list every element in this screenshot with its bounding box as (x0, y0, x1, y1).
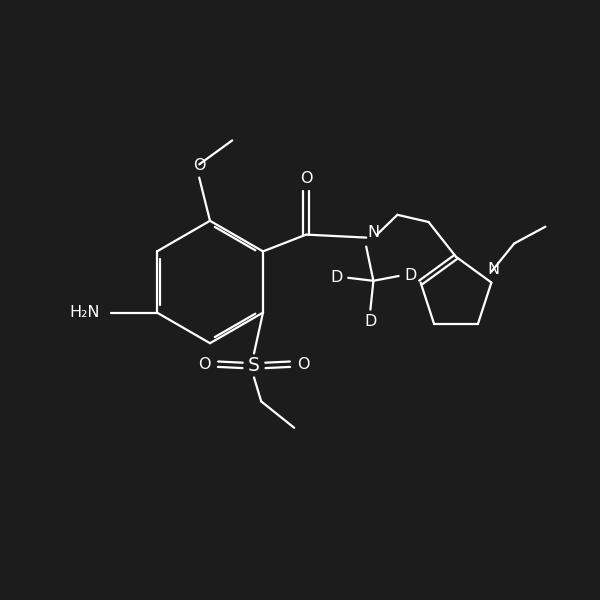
Text: O: O (297, 356, 310, 372)
Text: D: D (364, 314, 377, 329)
Text: O: O (300, 170, 313, 186)
Text: D: D (404, 269, 417, 283)
Text: O: O (193, 158, 205, 173)
Text: D: D (330, 270, 343, 286)
Text: N: N (367, 225, 379, 240)
Text: O: O (199, 356, 211, 372)
Text: N: N (488, 262, 500, 277)
Text: S: S (248, 356, 260, 375)
Text: H₂N: H₂N (70, 305, 100, 320)
